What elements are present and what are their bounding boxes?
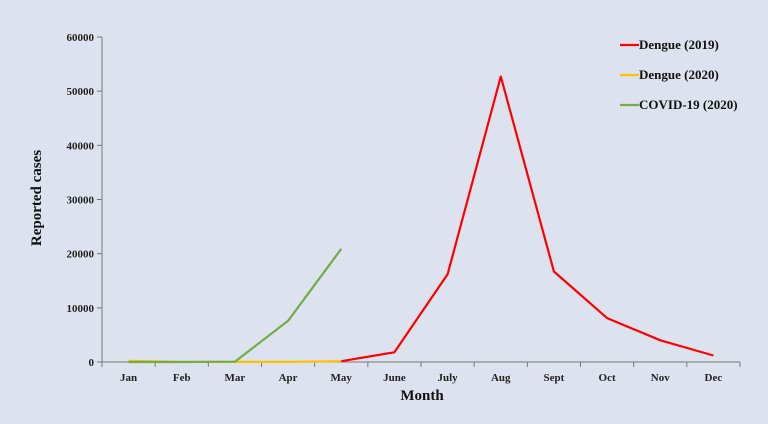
x-axis-title: Month — [400, 388, 444, 404]
x-tick-label: Jan — [120, 372, 137, 384]
y-tick-label: 20000 — [67, 249, 95, 261]
y-axis-title: Reported cases — [29, 150, 45, 246]
x-tick-label: June — [383, 372, 406, 384]
y-tick-label: 40000 — [67, 140, 95, 152]
x-tick-label: Dec — [705, 372, 723, 384]
x-tick-label: Mar — [225, 372, 246, 384]
legend-label: Dengue (2019) — [639, 37, 719, 52]
y-tick-label: 50000 — [67, 86, 95, 98]
series-line — [128, 248, 343, 364]
series-layer — [128, 75, 714, 364]
y-tick-label: 60000 — [67, 32, 95, 44]
x-tick-label: Nov — [651, 372, 670, 384]
x-tick-label: Feb — [173, 372, 191, 384]
legend: Dengue (2019) Dengue (2020) COVID-19 (2020… — [620, 37, 738, 112]
x-tick-label: May — [331, 372, 353, 384]
x-tick-label: July — [437, 372, 458, 384]
legend-label: Dengue (2020) — [639, 67, 719, 82]
x-tick-label: Sept — [544, 372, 565, 384]
x-tick-label: Oct — [599, 372, 616, 384]
series-line — [341, 75, 714, 363]
legend-label: COVID-19 (2020) — [639, 97, 738, 112]
y-tick-label: 10000 — [67, 303, 95, 315]
y-axis: 0 10000 20000 30000 40000 50000 60000 — [67, 32, 103, 369]
y-tick-label: 0 — [89, 357, 95, 369]
y-tick-label: 30000 — [67, 195, 95, 207]
x-tick-label: Apr — [279, 372, 298, 384]
x-tick-label: Aug — [491, 372, 511, 384]
x-axis: Jan Feb Mar Apr May June July Aug Sept Oct Nov Dec — [101, 361, 741, 384]
